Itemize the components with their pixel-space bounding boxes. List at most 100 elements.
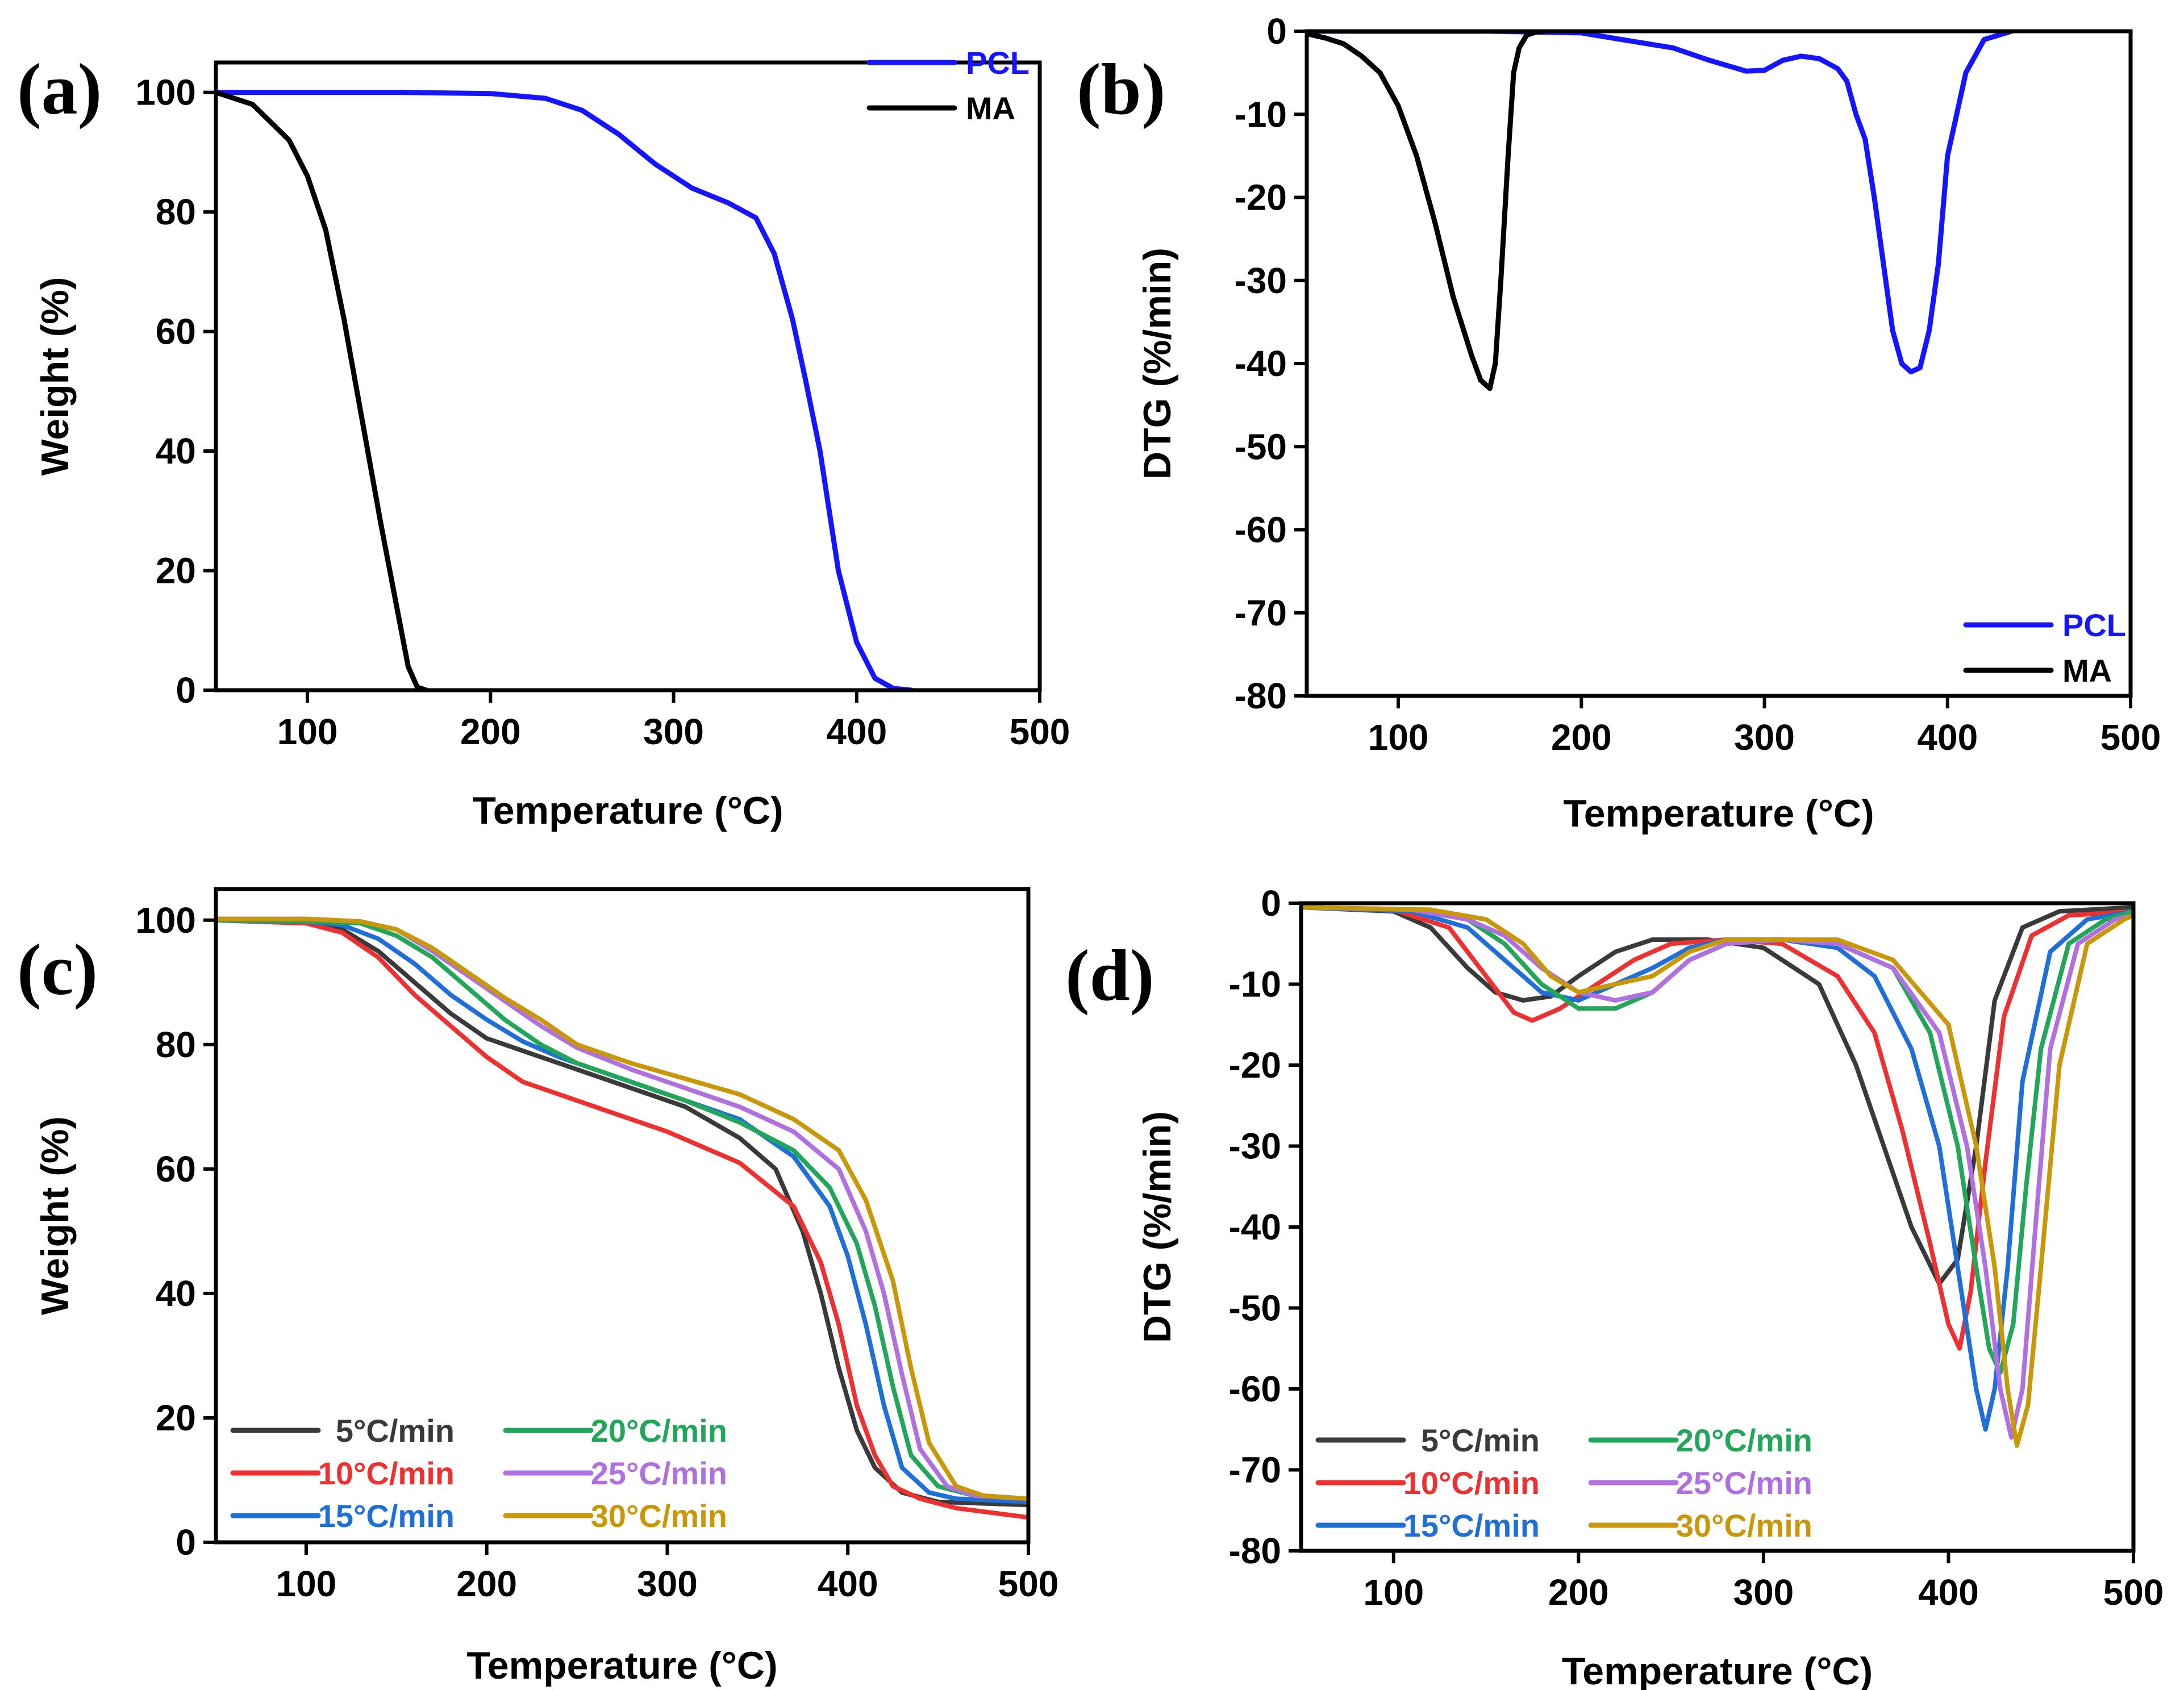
chart-panel-2: 100 200 300 400 500 0 -10 -20 -30 -40 -50 -60 -70 -80… (1077, 11, 2161, 835)
legend-label: 10°C/min (1403, 1465, 1540, 1501)
series-line-6 (1301, 905, 2133, 1448)
y-tick-label: 40 (156, 431, 196, 471)
series-line-2 (1301, 905, 2133, 1351)
y-tick-label: 100 (135, 900, 196, 941)
y-tick-label: 0 (1266, 11, 1287, 52)
legend: 5°C/min 10°C/min 15°C/min 20°C/min 25°C/min 3… (1315, 1422, 1812, 1543)
x-axis-title: Temperature (°C) (1563, 792, 1874, 835)
y-tick-label: 60 (156, 1149, 196, 1190)
x-tick-label: 200 (460, 711, 521, 752)
legend-label: MA (966, 90, 1015, 126)
y-tick-label: 0 (1261, 883, 1281, 924)
legend-label: 5°C/min (1421, 1422, 1540, 1458)
y-axis-title: DTG (%/min) (1136, 1111, 1179, 1343)
series-line-1 (1307, 31, 2015, 375)
x-tick-label: 300 (1733, 1572, 1794, 1613)
x-tick-label: 400 (1917, 717, 1978, 758)
legend-label: 30°C/min (1676, 1508, 1812, 1543)
x-tick-label: 300 (1734, 717, 1795, 758)
y-tick-label: 80 (156, 191, 196, 232)
y-tick-label: 0 (176, 670, 196, 711)
legend-label: 25°C/min (1676, 1465, 1812, 1501)
y-tick-label: -50 (1235, 426, 1287, 467)
chart-panel-4: 100 200 300 400 500 0 -10 -20 -30 -40 -50 -60 -70 -80… (1065, 883, 2164, 1690)
y-tick-label: -70 (1235, 592, 1287, 633)
y-tick-label: -80 (1229, 1530, 1282, 1571)
x-axis-title: Temperature (°C) (1562, 1650, 1873, 1690)
legend-label: 15°C/min (318, 1498, 455, 1534)
y-tick-label: -50 (1229, 1288, 1282, 1329)
legend-label: MA (2062, 653, 2112, 688)
y-tick-label: 0 (176, 1522, 196, 1563)
x-tick-label: 500 (2100, 717, 2161, 758)
series-line-5 (216, 916, 1028, 1501)
x-tick-label: 500 (1010, 711, 1070, 752)
y-axis-title: Weight (%) (34, 1116, 77, 1315)
legend: 5°C/min 10°C/min 15°C/min 20°C/min 25°C/min 3… (230, 1413, 727, 1534)
x-tick-label: 100 (1368, 717, 1429, 758)
y-tick-label: -40 (1235, 343, 1287, 384)
legend-label: 5°C/min (336, 1413, 455, 1449)
legend-label: 20°C/min (1676, 1422, 1812, 1458)
y-tick-label: 40 (156, 1273, 196, 1314)
series-line-1 (216, 917, 1028, 1508)
panel-letter: (a) (17, 49, 102, 130)
x-tick-label: 100 (277, 711, 338, 752)
chart-panel-1: 100 200 300 400 500 0 20 40 60 80 100 Temperature (… (17, 45, 1070, 832)
series-line-1 (216, 90, 914, 690)
legend-label: 25°C/min (591, 1455, 727, 1491)
y-tick-label: -60 (1229, 1368, 1282, 1409)
y-tick-label: -80 (1235, 675, 1287, 716)
x-tick-label: 500 (998, 1563, 1059, 1604)
series-line-5 (1301, 905, 2133, 1440)
panel-letter: (b) (1077, 49, 1165, 130)
series-line-3 (1301, 905, 2133, 1432)
legend: PCL MA (866, 45, 1030, 126)
y-tick-label: -10 (1229, 964, 1282, 1005)
legend-label: 15°C/min (1403, 1508, 1540, 1543)
legend-label: 30°C/min (591, 1498, 727, 1534)
series-line-2 (216, 90, 430, 690)
y-tick-label: -60 (1235, 510, 1287, 550)
y-tick-label: 20 (156, 1397, 196, 1438)
series-line-1 (1301, 905, 2133, 1286)
y-tick-label: -10 (1235, 94, 1287, 135)
y-tick-label: 100 (135, 72, 196, 113)
series-line-4 (216, 917, 1028, 1501)
y-axis-title: DTG (%/min) (1136, 248, 1179, 479)
legend-label: PCL (966, 45, 1030, 81)
series-line-6 (216, 916, 1028, 1501)
x-axis-title: Temperature (°C) (472, 789, 783, 832)
legend-label: 20°C/min (591, 1413, 727, 1449)
y-tick-label: -30 (1235, 260, 1287, 301)
series-line-2 (216, 917, 1028, 1520)
series-line-2 (1307, 31, 1548, 391)
x-tick-label: 100 (1363, 1572, 1424, 1613)
panel-letter: (c) (17, 929, 98, 1010)
chart-panel-3: 100 200 300 400 500 0 20 40 60 80 100 Temperature (… (17, 887, 1059, 1687)
x-tick-label: 200 (1551, 717, 1612, 758)
panel-letter: (d) (1065, 935, 1154, 1016)
x-tick-label: 300 (637, 1563, 698, 1604)
legend-label: PCL (2062, 607, 2126, 643)
x-tick-label: 100 (276, 1563, 336, 1604)
legend: PCL MA (1963, 607, 2126, 688)
plot-frame (1304, 29, 2133, 698)
x-axis-title: Temperature (°C) (466, 1644, 777, 1687)
y-tick-label: 80 (156, 1024, 196, 1065)
x-tick-label: 200 (1548, 1572, 1609, 1613)
x-tick-label: 400 (1918, 1572, 1979, 1613)
series-line-4 (1301, 905, 2133, 1375)
x-tick-label: 200 (456, 1563, 517, 1604)
y-tick-label: -30 (1229, 1126, 1282, 1167)
y-tick-label: -40 (1229, 1207, 1282, 1247)
y-tick-label: 20 (156, 550, 196, 591)
x-tick-label: 500 (2103, 1572, 2164, 1613)
y-axis-title: Weight (%) (34, 277, 77, 475)
y-tick-label: -20 (1229, 1045, 1282, 1086)
x-tick-label: 400 (826, 711, 887, 752)
legend-label: 10°C/min (318, 1455, 455, 1491)
y-tick-label: -70 (1229, 1450, 1282, 1491)
x-tick-label: 300 (643, 711, 704, 752)
